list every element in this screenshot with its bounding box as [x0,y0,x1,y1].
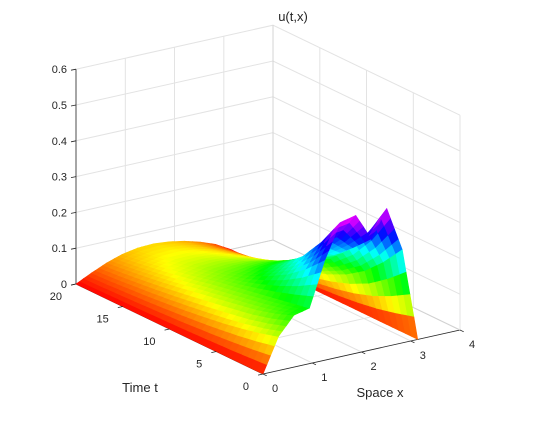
t-tick-mark [117,306,123,308]
z-tick-label: 0.2 [52,207,67,219]
t-tick-mark [211,351,217,353]
z-tick-label: 0.1 [52,243,67,255]
z-tick-label: 0.4 [52,136,67,148]
z-tick-mark [70,247,77,250]
x-tick-label: 4 [469,339,475,351]
t-tick-mark [164,328,170,331]
t-tick-label: 0 [243,381,249,393]
z-tick-mark [70,68,77,71]
z-tick-mark [70,283,77,286]
x-tick-label: 2 [370,361,376,373]
x-tick-label: 3 [420,350,426,362]
t-tick-label: 15 [97,314,109,326]
x-axis-label: Space x [357,385,404,400]
surface-mesh [75,207,419,375]
x-tick-mark [262,373,267,377]
x-tick-mark [312,362,317,366]
z-tick-mark [70,176,77,178]
t-tick-label: 5 [196,359,202,371]
x-tick-mark [459,329,464,333]
z-tick-mark [70,104,77,107]
z-tick-mark [70,140,77,143]
t-tick-label: 10 [143,336,155,348]
x-tick-mark [410,340,415,344]
z-tick-label: 0 [61,279,67,291]
z-tick-label: 0.5 [52,100,67,112]
y-axis-label: Time t [122,380,158,395]
t-tick-mark [257,373,264,376]
z-tick-label: 0.6 [52,64,67,76]
x-tick-label: 1 [321,372,327,384]
x-tick-label: 0 [272,383,278,395]
t-tick-label: 20 [50,291,62,303]
chart-title: u(t,x) [278,9,308,24]
z-tick-mark [70,212,77,214]
surface-face [407,315,419,340]
x-tick-mark [361,351,366,355]
z-tick-label: 0.3 [52,172,67,184]
